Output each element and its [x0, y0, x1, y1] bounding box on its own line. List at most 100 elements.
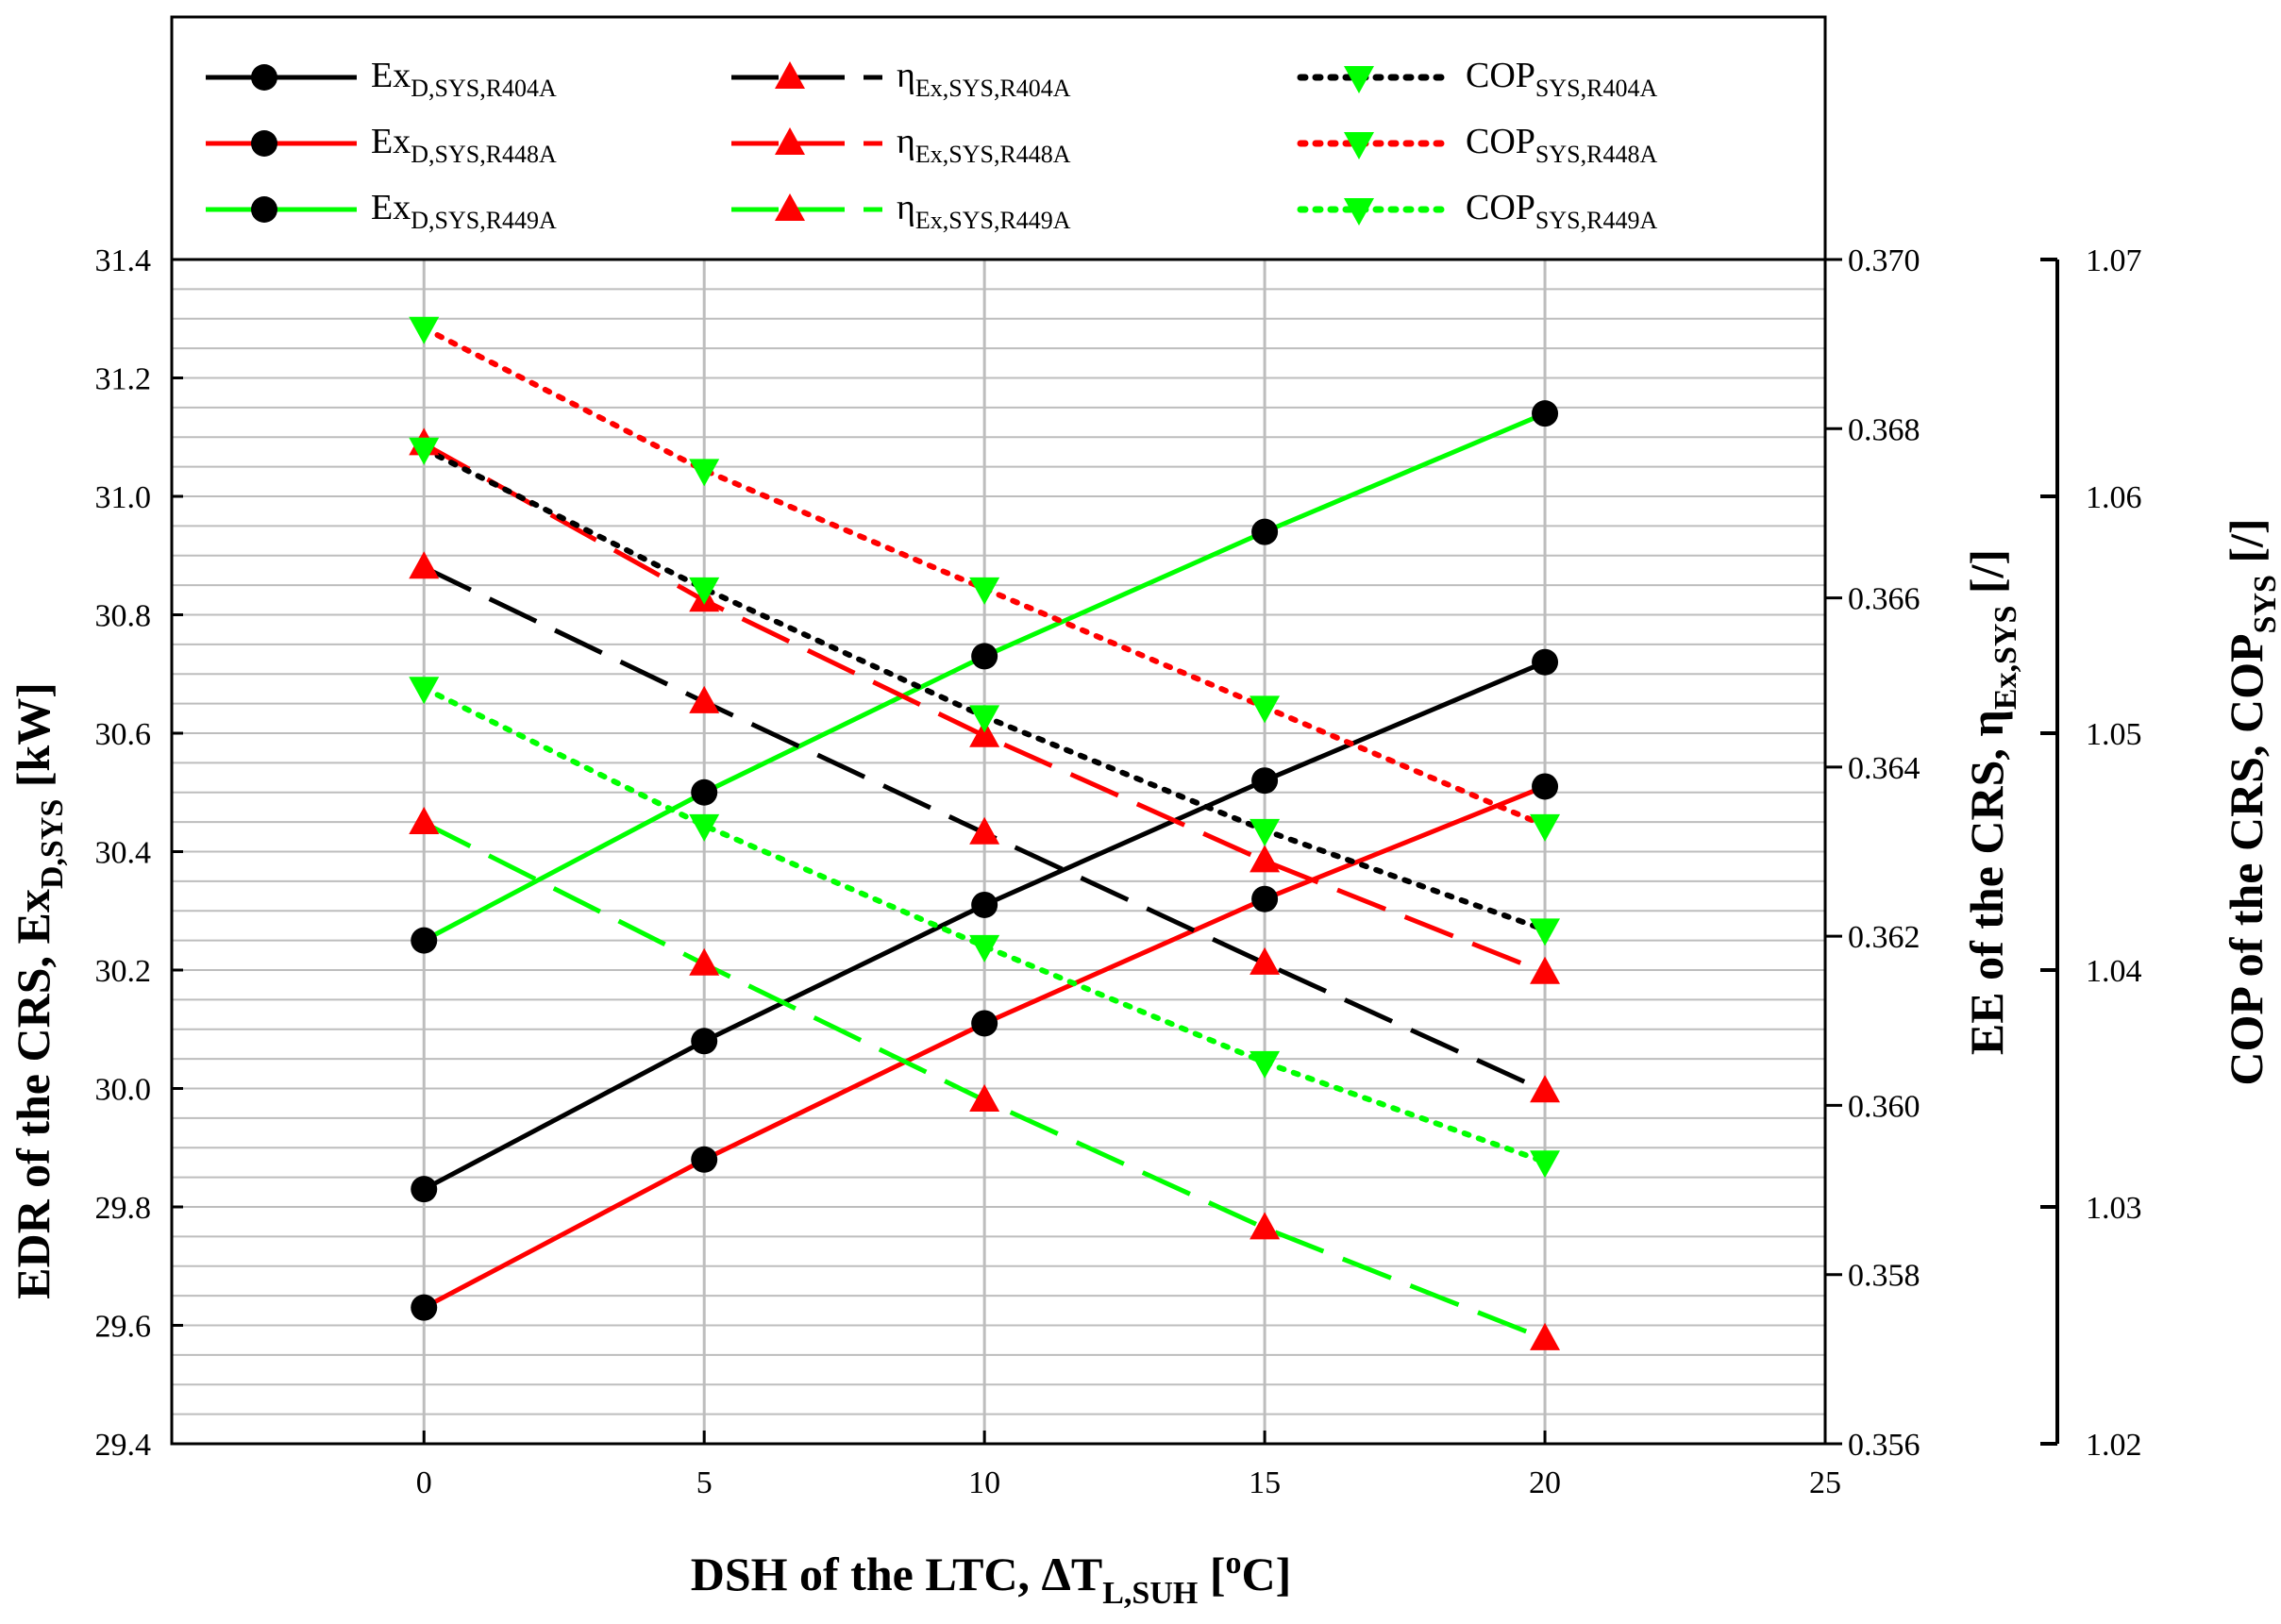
series-6-point — [689, 947, 720, 976]
series-7-point — [969, 705, 1000, 733]
legend-label-main: Ex — [371, 122, 411, 161]
legend-label-sub: SYS,R448A — [1535, 141, 1658, 168]
legend-marker-9 — [1344, 198, 1374, 226]
series-5-point — [1530, 956, 1561, 984]
legend-marker-2 — [251, 130, 277, 157]
series-7-point — [1530, 918, 1561, 946]
mid-axis-title-sub: Ex,SYS — [1988, 606, 2023, 711]
left-axis-title-unit: [kW] — [7, 682, 59, 799]
legend-marker-5 — [775, 127, 805, 155]
right-axis-title-main: COP of the CRS, COP — [2220, 633, 2273, 1085]
left-axis-title-sub: D,SYS — [35, 799, 70, 889]
series-9-point — [1530, 1150, 1561, 1179]
series-1-point — [691, 1028, 718, 1055]
legend-label-main: COP — [1466, 56, 1535, 95]
series-6-point — [969, 1084, 1000, 1113]
x-tick-label: 25 — [1809, 1465, 1841, 1500]
series-3-point — [1532, 400, 1559, 427]
right-tick-label: 1.03 — [2086, 1191, 2142, 1226]
mid-tick-label: 0.358 — [1848, 1259, 1920, 1294]
series-2-point — [1532, 773, 1559, 800]
mid-tick-label: 0.368 — [1848, 412, 1920, 447]
legend-label-sub: SYS,R404A — [1535, 75, 1658, 102]
series-4-point — [1530, 1075, 1561, 1103]
legend-label-6: ηEx,SYS,R449A — [897, 188, 1071, 234]
legend-label-main: COP — [1466, 122, 1535, 161]
series-3-point — [971, 643, 998, 670]
legend-marker-8 — [1344, 132, 1374, 159]
series-2-point — [411, 1294, 438, 1321]
legend-marker-4 — [775, 61, 805, 89]
axes: 29.4 29.6 29.8 30.0 30.2 30.4 30.6 30.8 31.0 31.2… — [95, 15, 2142, 1500]
legend-label-main: η — [897, 122, 915, 161]
x-axis-title: DSH of the LTC, ΔTL,SUH [oC] — [691, 1546, 1292, 1611]
series-5-point — [1250, 845, 1281, 873]
mid-tick-label: 0.364 — [1848, 751, 1920, 786]
legend-label-sub: Ex,SYS,R449A — [915, 207, 1071, 234]
legend-label-2: ExD,SYS,R448A — [371, 122, 557, 168]
series-4-point — [969, 816, 1000, 845]
mid-tick-label: 0.366 — [1848, 582, 1920, 617]
legend-label-1: ExD,SYS,R404A — [371, 56, 557, 102]
series-1-point — [1532, 648, 1559, 676]
legend-label-sub: D,SYS,R404A — [411, 75, 557, 102]
legend-label-main: η — [897, 188, 915, 227]
series-1-point — [411, 1176, 438, 1203]
x-axis-title-open: [ — [1198, 1548, 1225, 1600]
legend-label-main: η — [897, 56, 915, 95]
series-6-point — [1530, 1322, 1561, 1350]
series-3-point — [1251, 518, 1279, 545]
legend-label-9: COPSYS,R449A — [1466, 188, 1657, 234]
right-tick-label: 1.05 — [2086, 717, 2142, 752]
series-8-point — [969, 577, 1000, 605]
x-axis-title-unit: C] — [1242, 1548, 1292, 1600]
legend-label-main: Ex — [371, 56, 411, 95]
right-axis-title-unit: [/] — [2220, 518, 2273, 575]
left-tick-label: 29.8 — [95, 1191, 152, 1226]
grid-lines — [172, 260, 1825, 1444]
legend-label-5: ηEx,SYS,R448A — [897, 122, 1071, 168]
legend-marker-7 — [1344, 66, 1374, 93]
mid-tick-label: 0.362 — [1848, 920, 1920, 955]
left-tick-label: 30.2 — [95, 954, 152, 989]
legend-label-7: COPSYS,R404A — [1466, 56, 1657, 102]
series-2-point — [971, 1010, 998, 1037]
x-tick-label: 15 — [1249, 1465, 1281, 1500]
mid-axis-title-unit: [/] — [1960, 549, 2013, 606]
series-4-point — [689, 685, 720, 713]
mid-tick-label: 0.356 — [1848, 1428, 1920, 1463]
series-9-point — [689, 813, 720, 842]
series-2-point — [691, 1146, 718, 1173]
legend-label-sub: Ex,SYS,R448A — [915, 141, 1071, 168]
series-9-point — [969, 934, 1000, 963]
legend-label-3: ExD,SYS,R449A — [371, 188, 557, 234]
legend-marker-6 — [775, 193, 805, 221]
right-tick-label: 1.07 — [2086, 243, 2142, 278]
right-axis-title-sub: SYS — [2248, 575, 2281, 633]
left-tick-label: 31.0 — [95, 480, 152, 515]
series-6-point — [1250, 1212, 1281, 1240]
series-8-point — [689, 459, 720, 487]
mid-tick-label: 0.360 — [1848, 1089, 1920, 1124]
series-5-point — [969, 719, 1000, 747]
series-9-point — [1250, 1050, 1281, 1079]
legend-label-8: COPSYS,R448A — [1466, 122, 1657, 168]
left-axis-title: EDR of the CRS, ExD,SYS [kW] — [7, 682, 70, 1299]
mid-axis-title: EE of the CRS, ηEx,SYS [/] — [1960, 549, 2023, 1055]
series-8-point — [1250, 695, 1281, 724]
legend-label-4: ηEx,SYS,R404A — [897, 56, 1071, 102]
series-7-point — [1250, 818, 1281, 846]
series-8-point — [1530, 813, 1561, 842]
series-7-point — [409, 437, 440, 465]
legend-label-sub: D,SYS,R449A — [411, 207, 557, 234]
series-7-point — [689, 577, 720, 605]
mid-axis-title-main: EE of the CRS, η — [1960, 710, 2013, 1055]
legend-label-sub: SYS,R449A — [1535, 207, 1658, 234]
legend: ExD,SYS,R404AExD,SYS,R448AExD,SYS,R449Aη… — [206, 56, 1657, 234]
series-4-point — [409, 551, 440, 579]
x-tick-label: 0 — [416, 1465, 432, 1500]
x-tick-label: 20 — [1529, 1465, 1561, 1500]
plot-frame — [170, 15, 1827, 1446]
x-axis-title-main: DSH of the LTC, ΔT — [691, 1548, 1103, 1600]
